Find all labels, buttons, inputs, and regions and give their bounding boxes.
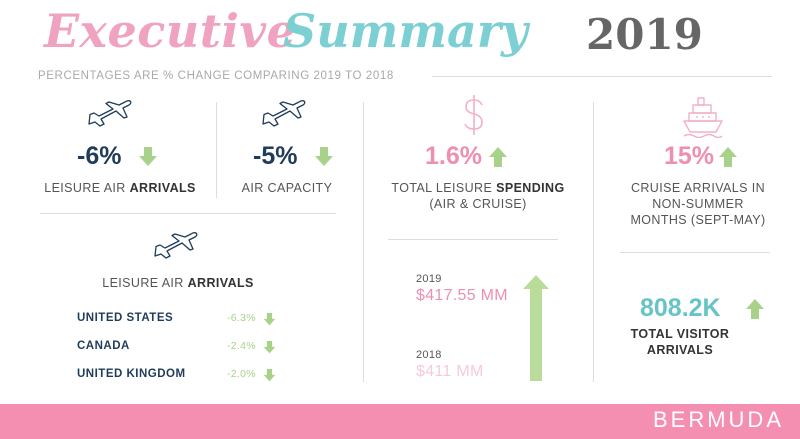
label-bold: ARRIVALS xyxy=(187,276,254,290)
country-breakdown-title: LEISURE AIR ARRIVALS xyxy=(80,275,276,291)
footer-bar xyxy=(0,404,800,439)
title-summary: Summary xyxy=(283,4,528,58)
header-divider xyxy=(432,76,772,77)
country-value-canada: -2.4% xyxy=(227,340,256,352)
divider-h-right xyxy=(620,252,770,253)
label-text: LEISURE AIR xyxy=(44,181,130,195)
arrow-up-icon xyxy=(489,147,507,167)
stat-air-capacity-value: -5% xyxy=(253,142,298,170)
country-value-us: -6.3% xyxy=(227,312,256,324)
title-year: 2019 xyxy=(586,10,703,59)
arrow-down-icon xyxy=(263,369,276,382)
title-executive: Executive xyxy=(44,4,297,58)
divider-v-3 xyxy=(593,102,594,382)
divider-h-left xyxy=(40,213,336,214)
arrow-up-icon xyxy=(746,299,764,319)
spending-2018-year: 2018 xyxy=(416,349,442,361)
spending-2018-amount: $411 MM xyxy=(416,363,484,380)
label-line1: CRUISE ARRIVALS IN xyxy=(630,181,766,195)
stat-air-arrivals-value: -6% xyxy=(77,142,122,170)
subtitle: PERCENTAGES ARE % CHANGE COMPARING 2019 … xyxy=(38,70,394,82)
label-bold: ARRIVALS xyxy=(129,181,196,195)
dollar-icon xyxy=(464,95,483,135)
country-name-canada: CANADA xyxy=(77,340,130,352)
arrow-up-icon xyxy=(719,147,737,167)
arrow-down-icon xyxy=(315,147,333,166)
label-bold: SPENDING xyxy=(496,181,565,195)
stat-visitors-label: TOTAL VISITOR ARRIVALS xyxy=(620,326,740,358)
stat-visitors-value: 808.2K xyxy=(640,294,721,322)
stat-cruise-label: CRUISE ARRIVALS IN NON-SUMMER MONTHS (SE… xyxy=(614,180,782,228)
label-line1: TOTAL VISITOR xyxy=(630,327,730,341)
stat-cruise-value: 15% xyxy=(664,142,715,170)
stat-spending-value: 1.6% xyxy=(425,142,482,170)
label-text: TOTAL LEISURE xyxy=(391,181,497,195)
airplane-icon xyxy=(262,100,306,127)
cruise-ship-icon xyxy=(683,97,723,138)
spending-2019-year: 2019 xyxy=(416,273,442,285)
label-text: LEISURE AIR xyxy=(102,276,188,290)
country-name-uk: UNITED KINGDOM xyxy=(77,368,186,380)
brand-logo: BERMUDA xyxy=(652,407,784,432)
divider-h-mid xyxy=(388,239,558,240)
label-line3: MONTHS (SEPT-MAY) xyxy=(630,213,766,227)
country-name-us: UNITED STATES xyxy=(77,312,174,324)
arrow-down-icon xyxy=(263,313,276,326)
stat-air-arrivals-label: LEISURE AIR ARRIVALS xyxy=(40,180,200,196)
arrow-up-icon xyxy=(523,275,549,381)
divider-v-1 xyxy=(216,102,217,198)
stat-spending-label: TOTAL LEISURE SPENDING (AIR & CRUISE) xyxy=(380,180,576,212)
divider-v-2 xyxy=(363,102,364,382)
airplane-icon xyxy=(88,100,132,127)
spending-2019-amount: $417.55 MM xyxy=(416,287,508,304)
label-line2: (AIR & CRUISE) xyxy=(429,197,527,211)
country-value-uk: -2.0% xyxy=(227,368,256,380)
arrow-down-icon xyxy=(263,341,276,354)
airplane-icon xyxy=(154,232,198,259)
label-line2: ARRIVALS xyxy=(646,343,714,357)
stat-air-capacity-label: AIR CAPACITY xyxy=(241,181,333,195)
arrow-down-icon xyxy=(139,147,157,166)
label-line2: NON-SUMMER xyxy=(652,197,744,211)
